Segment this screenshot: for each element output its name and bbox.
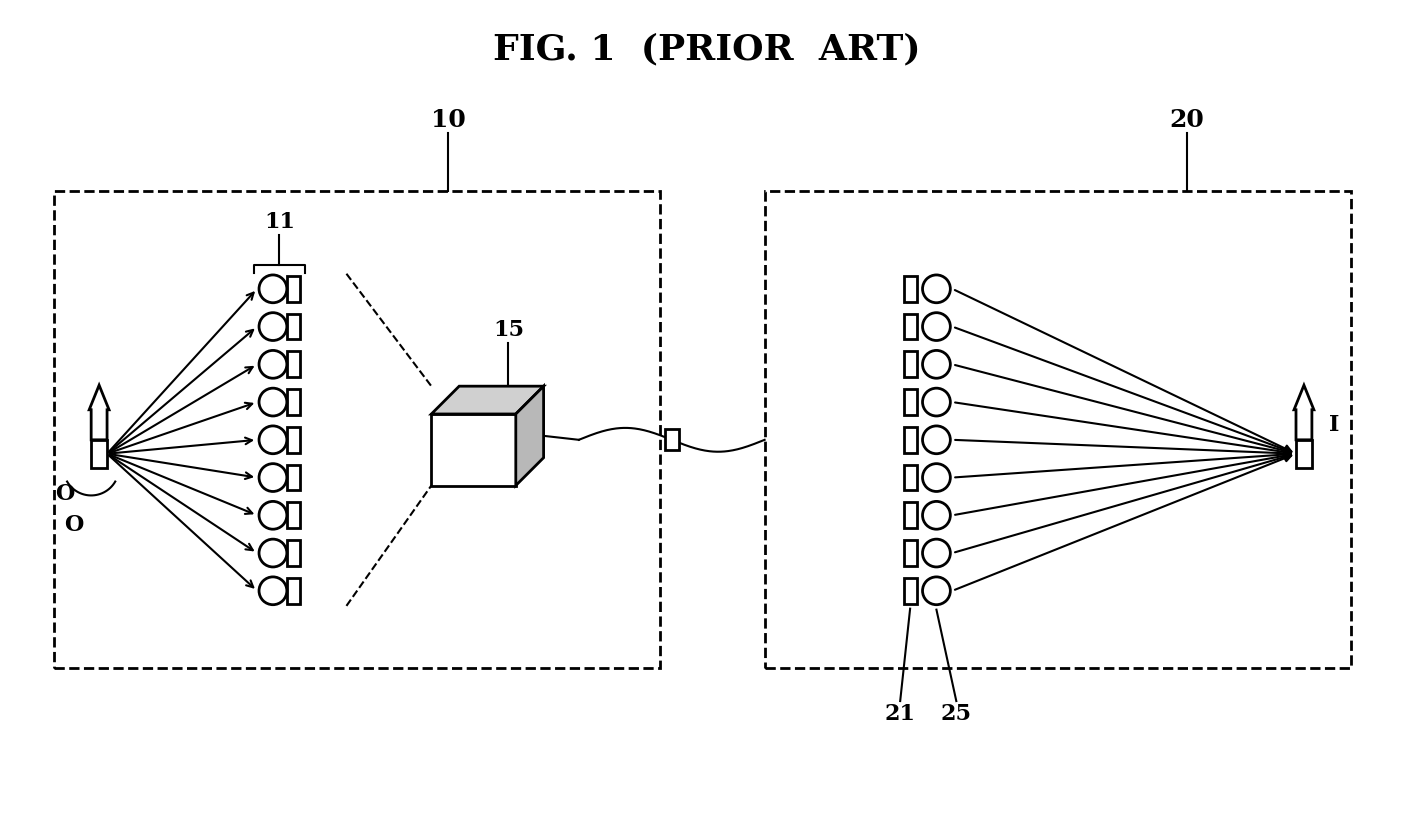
Bar bbox=[55, 191, 660, 668]
Bar bbox=[664, 429, 678, 450]
Bar bbox=[1296, 440, 1311, 468]
Bar bbox=[904, 578, 917, 604]
Bar bbox=[287, 351, 300, 377]
Ellipse shape bbox=[259, 540, 287, 567]
Bar bbox=[287, 427, 300, 453]
Text: FIG. 1  (PRIOR  ART): FIG. 1 (PRIOR ART) bbox=[493, 32, 920, 67]
Text: O: O bbox=[55, 483, 73, 506]
Ellipse shape bbox=[259, 389, 287, 416]
Polygon shape bbox=[1294, 385, 1314, 440]
Bar bbox=[904, 502, 917, 528]
Text: 15: 15 bbox=[493, 319, 524, 342]
Ellipse shape bbox=[923, 351, 951, 378]
Bar bbox=[904, 389, 917, 415]
Ellipse shape bbox=[259, 577, 287, 605]
Ellipse shape bbox=[923, 464, 951, 492]
Bar bbox=[764, 191, 1351, 668]
Bar bbox=[904, 314, 917, 340]
Bar bbox=[431, 414, 516, 485]
Bar bbox=[904, 351, 917, 377]
Bar bbox=[287, 389, 300, 415]
Bar bbox=[904, 464, 917, 491]
Text: 25: 25 bbox=[941, 703, 972, 725]
Ellipse shape bbox=[259, 313, 287, 341]
Bar bbox=[287, 464, 300, 491]
Bar bbox=[904, 427, 917, 453]
Text: 21: 21 bbox=[885, 703, 916, 725]
Ellipse shape bbox=[259, 351, 287, 378]
Ellipse shape bbox=[259, 464, 287, 492]
Text: O: O bbox=[65, 514, 83, 536]
Bar bbox=[287, 502, 300, 528]
Ellipse shape bbox=[923, 313, 951, 341]
Ellipse shape bbox=[923, 275, 951, 303]
Bar bbox=[287, 276, 300, 302]
Polygon shape bbox=[89, 385, 109, 440]
Ellipse shape bbox=[923, 577, 951, 605]
Ellipse shape bbox=[259, 502, 287, 529]
Ellipse shape bbox=[923, 389, 951, 416]
Bar bbox=[92, 440, 107, 468]
Polygon shape bbox=[431, 386, 544, 414]
Ellipse shape bbox=[923, 426, 951, 454]
Bar bbox=[287, 578, 300, 604]
Text: 20: 20 bbox=[1169, 108, 1204, 132]
Bar bbox=[287, 540, 300, 566]
Bar bbox=[904, 276, 917, 302]
Text: 10: 10 bbox=[431, 108, 466, 132]
Ellipse shape bbox=[259, 275, 287, 303]
Ellipse shape bbox=[259, 426, 287, 454]
Polygon shape bbox=[516, 386, 544, 485]
Text: I: I bbox=[1328, 414, 1340, 436]
Bar bbox=[904, 540, 917, 566]
Text: 11: 11 bbox=[264, 211, 295, 233]
Ellipse shape bbox=[923, 502, 951, 529]
Ellipse shape bbox=[923, 540, 951, 567]
Bar bbox=[287, 314, 300, 340]
